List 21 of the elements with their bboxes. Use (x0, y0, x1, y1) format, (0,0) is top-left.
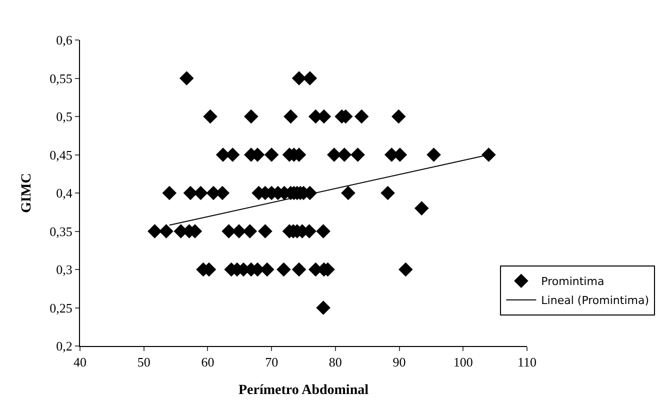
y-tick-label: 0,5 (56, 109, 72, 124)
x-tick-label: 40 (74, 354, 86, 370)
x-tick-label: 100 (453, 354, 473, 370)
x-tick-label: 110 (517, 354, 537, 370)
x-tick-label: 90 (392, 354, 406, 370)
y-tick-label: 0,45 (50, 147, 72, 162)
y-tick-label: 0,6 (56, 32, 73, 48)
x-axis-title: Perímetro Abdominal (238, 382, 369, 398)
y-tick-label: 0,2 (56, 338, 72, 354)
x-tick-label: 80 (328, 354, 342, 370)
x-tick-label: 70 (265, 354, 278, 370)
y-tick-label: 0,55 (50, 70, 72, 86)
x-tick-label: 60 (201, 354, 214, 370)
legend-label: Promintima (541, 275, 604, 288)
y-tick-label: 0,3 (56, 262, 72, 278)
x-tick-label: 50 (137, 354, 150, 370)
y-tick-label: 0,25 (50, 300, 72, 316)
y-axis-title: GIMC (19, 173, 34, 213)
legend-label: Lineal (Promintima) (541, 294, 650, 308)
y-tick-label: 0,35 (50, 224, 72, 239)
y-tick-label: 0,4 (56, 186, 73, 201)
